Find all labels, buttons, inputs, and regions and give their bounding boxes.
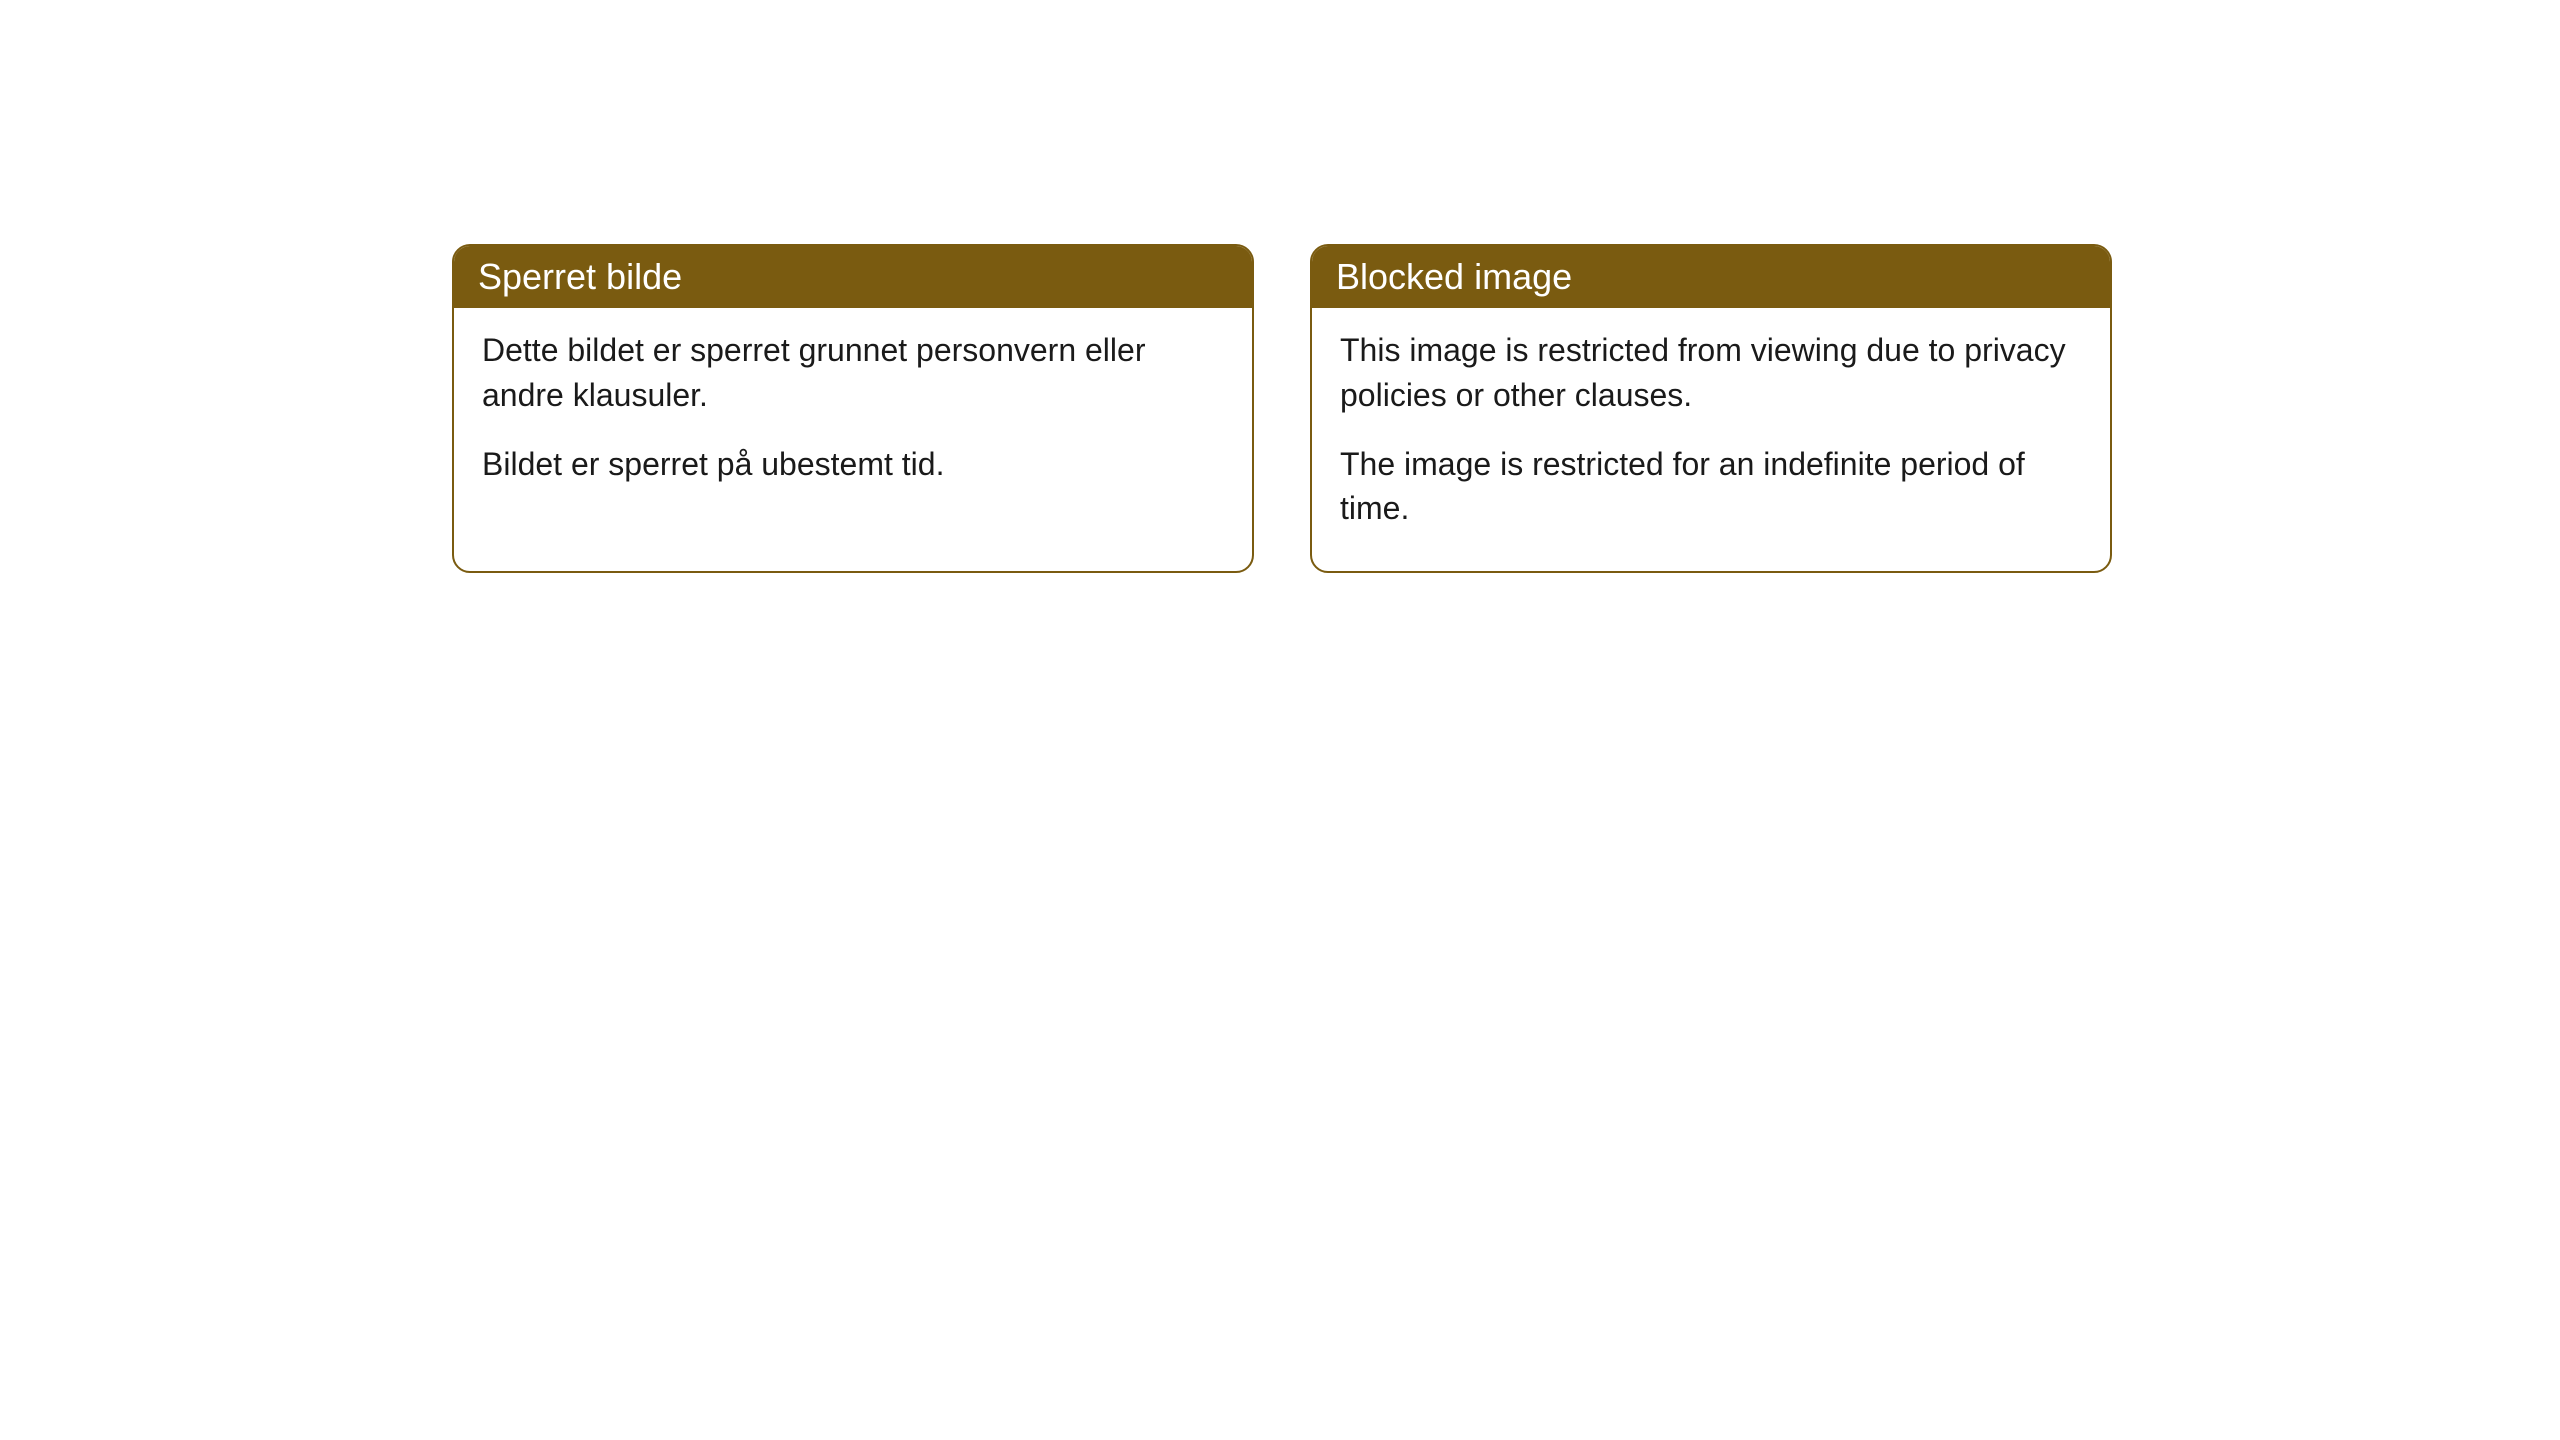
card-title: Blocked image <box>1336 256 1572 297</box>
card-paragraph: This image is restricted from viewing du… <box>1340 328 2082 418</box>
card-header-english: Blocked image <box>1312 246 2110 308</box>
notice-container: Sperret bilde Dette bildet er sperret gr… <box>452 244 2112 573</box>
card-title: Sperret bilde <box>478 256 682 297</box>
card-body-norwegian: Dette bildet er sperret grunnet personve… <box>454 308 1252 526</box>
card-header-norwegian: Sperret bilde <box>454 246 1252 308</box>
card-body-english: This image is restricted from viewing du… <box>1312 308 2110 571</box>
notice-card-english: Blocked image This image is restricted f… <box>1310 244 2112 573</box>
card-paragraph: Dette bildet er sperret grunnet personve… <box>482 328 1224 418</box>
notice-card-norwegian: Sperret bilde Dette bildet er sperret gr… <box>452 244 1254 573</box>
card-paragraph: Bildet er sperret på ubestemt tid. <box>482 442 1224 487</box>
card-paragraph: The image is restricted for an indefinit… <box>1340 442 2082 532</box>
